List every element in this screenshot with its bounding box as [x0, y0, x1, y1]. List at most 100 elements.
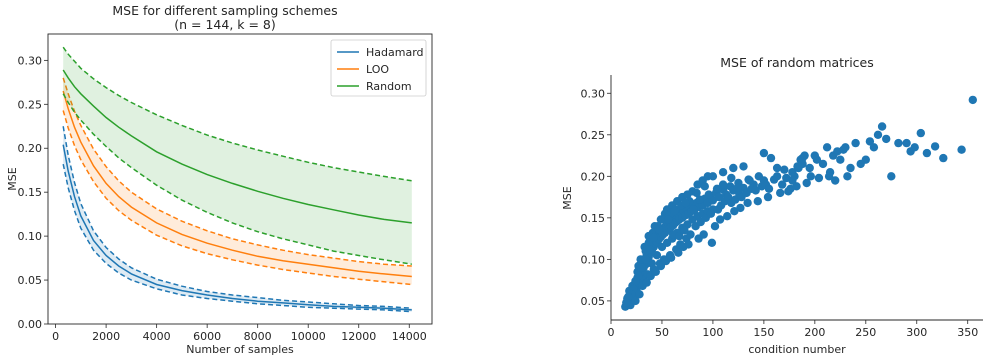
scatter-point	[663, 215, 673, 224]
y-tick-label: 0.25	[581, 129, 606, 142]
x-tick-label: 12000	[341, 330, 376, 343]
scatter-point	[733, 183, 742, 193]
series-line-random	[62, 69, 412, 224]
scatter-point	[751, 186, 760, 195]
scatter-point	[641, 255, 650, 264]
x-tick-label: 100	[702, 326, 723, 339]
scatter-point	[957, 145, 966, 154]
y-tick-label: 0.20	[581, 170, 606, 183]
legend: Hadamard LOO Random	[330, 39, 427, 97]
x-tick-label: 8000	[244, 330, 272, 343]
scatter-point	[699, 230, 708, 239]
scatter-point	[766, 153, 776, 163]
y-tick-label: 0.15	[18, 186, 43, 199]
scatter-point	[776, 188, 785, 198]
scatter-point	[651, 267, 660, 276]
y-tick-label: 0.20	[18, 142, 43, 155]
legend-frame	[330, 39, 427, 97]
scatter-point	[635, 290, 644, 299]
scatter-point	[695, 195, 704, 204]
scatter-point	[788, 176, 797, 185]
x-axis-label: condition number	[748, 343, 846, 355]
legend-label-hadamard: Hadamard	[366, 46, 424, 59]
scatter-point	[727, 173, 736, 183]
scatter-point	[916, 128, 925, 138]
scatter-point	[877, 122, 887, 131]
scatter-point	[743, 198, 752, 208]
scatter-point	[902, 138, 911, 148]
chart-title: MSE for different sampling schemes	[112, 3, 337, 18]
scatter-point	[846, 163, 855, 173]
sampling-schemes-chart: MSE for different sampling schemes (n = …	[6, 3, 433, 355]
x-tick-label: 250	[855, 326, 876, 339]
scatter-point	[645, 245, 654, 254]
chart-title: MSE of random matrices	[720, 55, 874, 70]
scatter-point	[772, 163, 782, 173]
scatter-point	[686, 230, 695, 239]
scatter-point	[637, 263, 646, 272]
y-axis: 0.05 0.10 0.15 0.20 0.25 0.30	[581, 87, 611, 308]
x-tick-label: 2000	[92, 330, 120, 343]
scatter-point	[824, 172, 834, 181]
scatter-point	[939, 153, 948, 163]
lower-line-hadamard	[62, 163, 412, 313]
scatter-point	[910, 143, 919, 152]
x-tick-label: 150	[753, 326, 774, 339]
scatter-point	[887, 172, 896, 181]
x-tick-label: 350	[957, 326, 978, 339]
y-tick-label: 0.10	[581, 253, 606, 266]
scatter-point	[792, 182, 801, 191]
scatter-point	[805, 163, 814, 173]
scatter-point	[861, 155, 870, 164]
chart-subtitle: (n = 144, k = 8)	[174, 17, 276, 32]
lower-line-loo	[62, 110, 412, 286]
scatter-point	[707, 238, 717, 247]
scatter-point	[814, 173, 824, 183]
scatter-point	[745, 176, 754, 185]
x-axis-label: Number of samples	[186, 343, 294, 355]
scatter-point	[710, 222, 720, 231]
x-tick-label: 14000	[392, 330, 427, 343]
scatter-point	[692, 188, 701, 198]
x-tick-label: 200	[804, 326, 825, 339]
scatter-point	[778, 180, 787, 189]
scatter-point	[836, 155, 845, 164]
y-axis-label: MSE	[6, 167, 19, 190]
scatter-point	[684, 240, 693, 249]
y-tick-label: 0.00	[18, 318, 43, 331]
scatter-point	[670, 207, 679, 216]
scatter-point	[649, 233, 658, 242]
scatter-point	[718, 168, 728, 177]
scatter-point	[763, 192, 773, 202]
x-tick-label: 50	[655, 326, 669, 339]
scatter-point	[700, 182, 709, 191]
scatter-point	[652, 251, 662, 260]
scatter-point	[922, 148, 932, 158]
y-tick-label: 0.10	[18, 230, 43, 243]
lower-line-random	[62, 93, 412, 265]
scatter-point	[865, 137, 875, 146]
x-axis: 0 50 100 150 200 250 300 350	[608, 320, 978, 339]
scatter-point	[894, 138, 903, 148]
x-tick-label: 10000	[291, 330, 326, 343]
x-axis: 0 2000 4000 6000 8000 10000 12000 14000	[52, 324, 427, 343]
x-tick-label: 4000	[143, 330, 171, 343]
legend-label-loo: LOO	[366, 63, 389, 76]
scatter-point	[882, 134, 891, 144]
scatter-point	[712, 184, 722, 193]
scatter-point	[802, 178, 811, 188]
y-tick-label: 0.05	[18, 274, 43, 287]
scatter-point	[798, 153, 807, 163]
scatter-point	[675, 231, 684, 241]
scatter-point	[674, 248, 683, 257]
scatter-point	[930, 142, 940, 151]
scatter-point	[715, 215, 725, 224]
scatter-point	[706, 209, 716, 218]
y-tick-label: 0.30	[18, 54, 43, 67]
x-tick-label: 0	[52, 330, 59, 343]
scatter-point	[631, 296, 640, 306]
axes-frame	[47, 33, 433, 325]
legend-label-random: Random	[366, 80, 412, 93]
scatter-point	[812, 155, 822, 164]
scatter-point	[759, 148, 769, 158]
